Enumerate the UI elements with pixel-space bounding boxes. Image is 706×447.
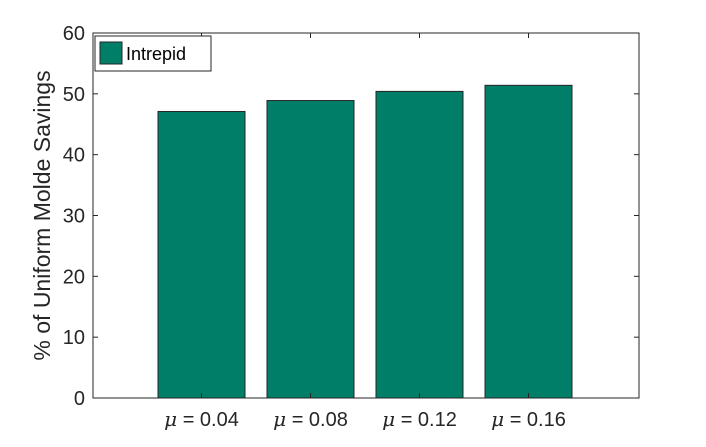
bar-4 bbox=[484, 84, 573, 399]
x-tick-label-4: μ = 0.16 bbox=[491, 407, 566, 431]
legend: Intrepid bbox=[94, 35, 212, 72]
bar-2 bbox=[266, 100, 355, 399]
bars-group bbox=[157, 84, 573, 399]
y-axis-ticks: 0 10 20 30 40 50 60 bbox=[63, 23, 639, 410]
x-tick-label-1: μ = 0.04 bbox=[164, 407, 239, 431]
x-tick-label-2: μ = 0.08 bbox=[273, 407, 348, 431]
y-tick-label-0: 0 bbox=[74, 388, 85, 410]
y-tick-label-40: 40 bbox=[63, 145, 85, 167]
bar-3 bbox=[375, 90, 464, 399]
legend-label: Intrepid bbox=[126, 44, 186, 64]
y-tick-label-20: 20 bbox=[63, 266, 85, 288]
legend-swatch bbox=[99, 41, 123, 65]
bar-1 bbox=[157, 110, 246, 399]
y-tick-label-60: 60 bbox=[63, 23, 85, 45]
x-tick-label-3: μ = 0.12 bbox=[382, 407, 457, 431]
y-tick-label-10: 10 bbox=[63, 327, 85, 349]
y-tick-label-30: 30 bbox=[63, 206, 85, 228]
y-tick-label-50: 50 bbox=[63, 84, 85, 106]
x-axis-ticks: μ = 0.04 μ = 0.08 μ = 0.12 μ = 0.16 bbox=[164, 33, 566, 431]
axes-box bbox=[92, 32, 640, 399]
y-axis-title: % of Uniform Molde Savings bbox=[29, 70, 55, 360]
